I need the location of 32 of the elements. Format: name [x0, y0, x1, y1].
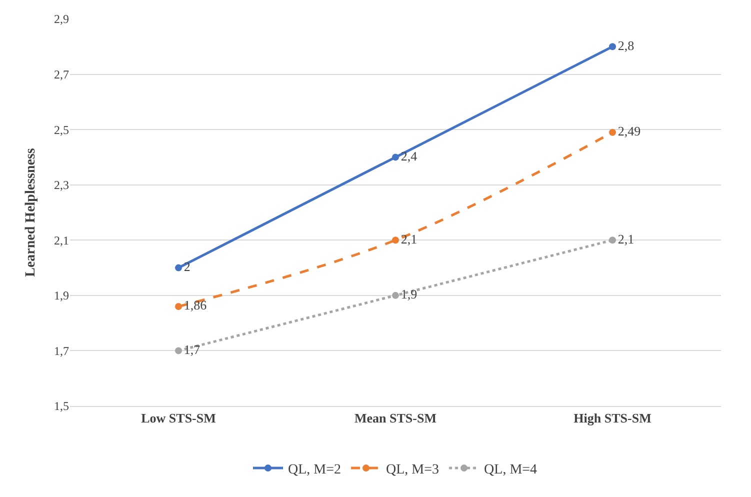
x-tick-label: Low STS-SM	[141, 410, 216, 426]
legend-label: QL, M=4	[484, 462, 538, 478]
data-label: 1,86	[184, 298, 208, 313]
point	[609, 236, 616, 244]
y-tick-label: 1,7	[54, 344, 69, 358]
point	[392, 154, 399, 161]
y-tick-label: 1,5	[54, 399, 69, 414]
y-tick-label: 2,1	[54, 233, 69, 248]
x-tick-label: High STS-SM	[574, 410, 652, 426]
data-label: 2,49	[618, 124, 641, 139]
data-label: 2,4	[400, 148, 418, 164]
point	[175, 264, 182, 272]
x-tick-label: Mean STS-SM	[354, 410, 436, 426]
y-tick-label: 2,7	[54, 67, 69, 82]
point	[392, 236, 399, 244]
data-label: 2,1	[400, 231, 418, 246]
legend-label: QL, M=3	[386, 462, 440, 478]
y-tick-label: 2,3	[54, 178, 69, 192]
point	[609, 128, 616, 136]
y-axis-title: Learned Helplessness	[24, 148, 39, 277]
y-tick-label: 2,9	[54, 12, 69, 26]
data-label: 1,7	[184, 342, 201, 357]
legend-label: QL, M=2	[288, 462, 342, 478]
point	[175, 347, 182, 354]
point	[609, 43, 616, 50]
data-label: 2,8	[618, 38, 634, 53]
y-tick-label: 2,5	[54, 122, 69, 137]
point	[392, 292, 399, 299]
data-label: 2,1	[618, 231, 634, 246]
point	[175, 302, 182, 310]
y-tick-label: 1,9	[54, 288, 69, 303]
data-label: 1,9	[400, 286, 418, 302]
